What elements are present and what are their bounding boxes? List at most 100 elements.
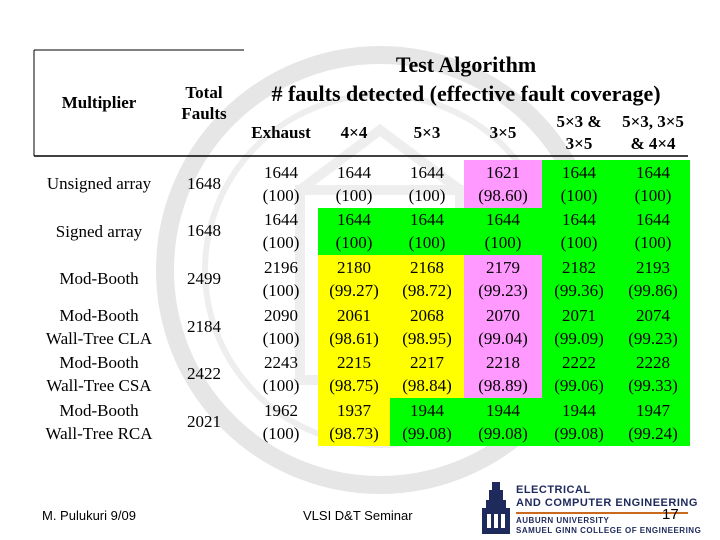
fault-coverage-cell: 1644 (100): [318, 160, 390, 208]
fault-coverage-cell: 2180 (99.27): [318, 255, 390, 303]
fault-coverage-cell: 2217 (98.84): [390, 350, 464, 398]
footer-seminar: VLSI D&T Seminar: [303, 508, 413, 523]
col-header-5x3-and-3x5: 5×3 & 3×5: [542, 110, 616, 156]
row-multiplier-name: Signed array: [34, 208, 164, 256]
coverage-percent-value: (98.95): [402, 328, 452, 348]
row-multiplier-name: Mod-Booth: [34, 255, 164, 303]
col6-line2: & 4×4: [630, 134, 676, 153]
fault-coverage-cell: 1962 (100): [244, 398, 318, 446]
fault-coverage-cell: 2074 (99.23): [616, 302, 690, 351]
fault-coverage-cell: 1644 (100): [318, 207, 390, 256]
faults-detected-value: 1644: [562, 162, 596, 182]
multiplier-name-line2: Wall-Tree RCA: [45, 423, 153, 443]
fault-coverage-cell: 1944 (99.08): [390, 398, 464, 446]
coverage-percent-value: (98.75): [329, 376, 379, 396]
fault-coverage-cell: 1944 (99.08): [542, 398, 616, 446]
fault-coverage-cell: 1947 (99.24): [616, 398, 690, 446]
multiplier-name-line2: Wall-Tree CLA: [45, 328, 153, 348]
faults-detected-value: 1644: [410, 210, 444, 230]
header-multiplier: Multiplier: [61, 93, 137, 112]
col-header-exhaust: Exhaust: [251, 123, 311, 142]
coverage-percent-value: (100): [262, 233, 300, 253]
fault-coverage-cell: 2070 (99.04): [464, 302, 542, 351]
coverage-percent-value: (98.84): [402, 376, 452, 396]
fault-coverage-cell: 2182 (99.36): [542, 255, 616, 303]
fault-coverage-cell: 1621 (98.60): [464, 160, 542, 208]
fault-coverage-cell: 2196 (100): [244, 255, 318, 303]
faults-detected-value: 2215: [337, 353, 371, 373]
coverage-percent-value: (100): [335, 185, 373, 205]
col-header-5x3-3x5-4x4: 5×3, 3×5 & 4×4: [616, 110, 690, 156]
multiplier-name-line1: Unsigned array: [46, 174, 152, 194]
univ-line2: SAMUEL GINN COLLEGE OF ENGINEERING: [516, 526, 702, 535]
faults-detected-value: 2061: [337, 305, 371, 325]
logo-divider: [516, 512, 688, 514]
fault-coverage-cell: 2218 (98.89): [464, 350, 542, 398]
row-total-faults: 1648: [187, 221, 221, 241]
row-multiplier-name: Mod-Booth Wall-Tree CSA: [34, 350, 164, 398]
fault-coverage-cell: 2090 (100): [244, 303, 318, 351]
coverage-percent-value: (99.04): [478, 328, 528, 348]
faults-detected-value: 1644: [337, 162, 371, 182]
header-total-line1: Total: [185, 83, 223, 102]
dept-line1: ELECTRICAL: [516, 484, 591, 496]
coverage-percent-value: (100): [408, 185, 446, 205]
faults-detected-value: 1644: [562, 210, 596, 230]
fault-coverage-cell: 1644 (100): [542, 160, 616, 208]
coverage-percent-value: (98.89): [478, 376, 528, 396]
coverage-percent-value: (98.60): [478, 185, 528, 205]
faults-detected-value: 1644: [636, 162, 670, 182]
coverage-percent-value: (100): [262, 185, 300, 205]
multiplier-name-line1: Mod-Booth: [59, 305, 139, 325]
faults-detected-value: 2070: [486, 305, 520, 325]
fault-coverage-cell: 1644 (100): [390, 207, 464, 256]
multiplier-name-line1: Mod-Booth: [59, 353, 139, 373]
fault-coverage-cell: 2168 (98.72): [390, 255, 464, 303]
faults-detected-value: 2228: [636, 353, 670, 373]
faults-detected-value: 1644: [264, 210, 298, 230]
coverage-percent-value: (99.08): [402, 423, 452, 443]
fault-coverage-cell: 2061 (98.61): [318, 302, 390, 351]
faults-detected-value: 1944: [562, 400, 596, 420]
footer-author: M. Pulukuri 9/09: [42, 508, 136, 523]
faults-detected-value: 2180: [337, 257, 371, 277]
coverage-percent-value: (100): [634, 185, 672, 205]
coverage-percent-value: (100): [335, 233, 373, 253]
coverage-percent-value: (100): [262, 280, 300, 300]
fault-coverage-cell: 2222 (99.06): [542, 350, 616, 398]
row-total-faults: 2499: [187, 268, 221, 288]
row-multiplier-name: Mod-Booth Wall-Tree CLA: [34, 303, 164, 351]
row-total-faults: 1648: [187, 173, 221, 193]
coverage-percent-value: (100): [560, 185, 598, 205]
faults-detected-value: 1944: [410, 400, 444, 420]
faults-detected-value: 2182: [562, 257, 596, 277]
coverage-percent-value: (100): [560, 233, 598, 253]
faults-detected-value: 1947: [636, 400, 670, 420]
coverage-percent-value: (98.61): [329, 328, 379, 348]
row-total-faults: 2021: [187, 411, 221, 431]
coverage-percent-value: (99.06): [554, 376, 604, 396]
auburn-tower-logo: [482, 482, 510, 534]
fault-coverage-cell: 1944 (99.08): [464, 398, 542, 446]
col6-line1: 5×3, 3×5: [622, 112, 684, 131]
row-total-faults: 2422: [187, 364, 221, 384]
page-number: 17: [662, 506, 679, 523]
coverage-percent-value: (100): [634, 233, 672, 253]
fault-coverage-cell: 1937 (98.73): [318, 398, 390, 446]
coverage-percent-value: (100): [262, 423, 300, 443]
col-header-5x3: 5×3: [413, 123, 441, 142]
multiplier-name-line1: Mod-Booth: [59, 269, 139, 289]
row-multiplier-name: Unsigned array: [34, 160, 164, 208]
faults-detected-value: 1937: [337, 400, 371, 420]
coverage-percent-value: (99.09): [554, 328, 604, 348]
faults-detected-value: 1621: [486, 162, 520, 182]
fault-coverage-cell: 2228 (99.33): [616, 350, 690, 398]
coverage-percent-value: (99.23): [478, 280, 528, 300]
faults-detected-value: 2193: [636, 257, 670, 277]
dept-line2: AND COMPUTER ENGINEERING: [516, 497, 698, 509]
coverage-percent-value: (100): [408, 233, 446, 253]
faults-detected-value: 2222: [562, 353, 596, 373]
faults-detected-value: 1644: [264, 162, 298, 182]
coverage-percent-value: (100): [262, 328, 300, 348]
faults-detected-value: 2071: [562, 305, 596, 325]
